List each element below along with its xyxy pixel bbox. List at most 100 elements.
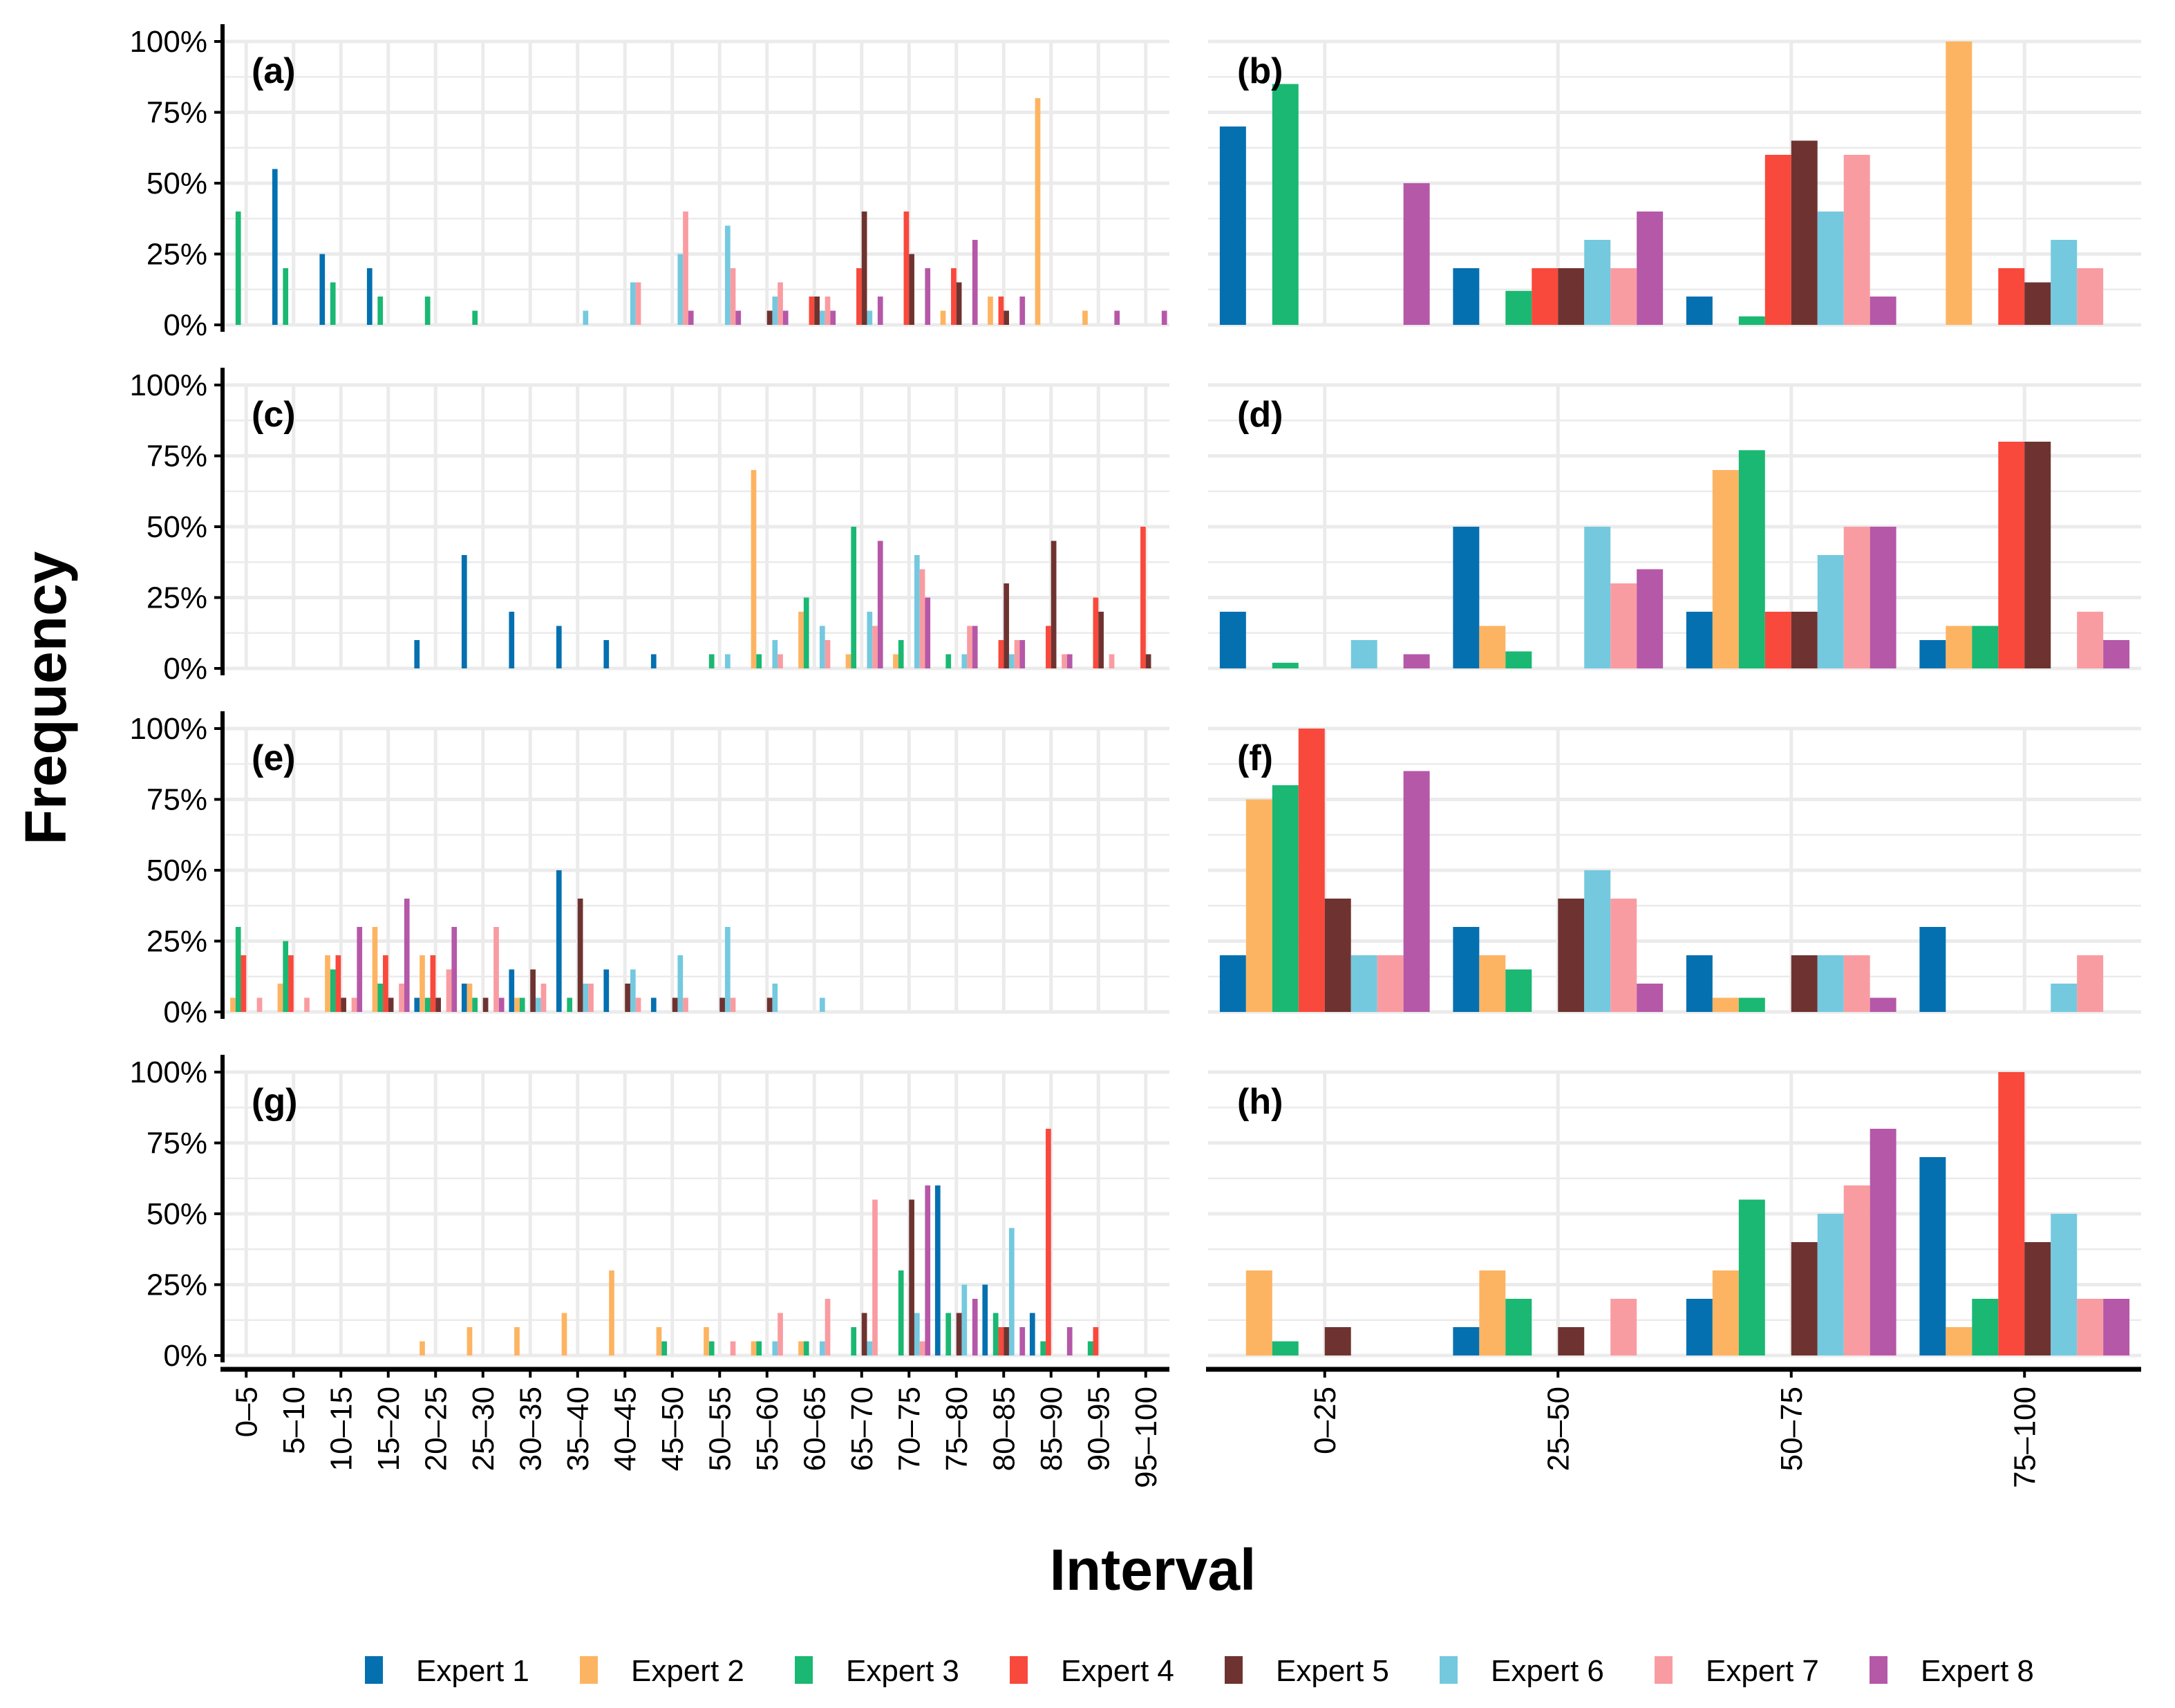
- bar-e-expert-1-7: [556, 870, 562, 1012]
- bar-g-expert-5-16: [1004, 1327, 1009, 1355]
- bar-f-expert-6-3: [2051, 984, 2078, 1012]
- bar-b-expert-7-2: [1843, 155, 1870, 325]
- bar-f-expert-8-2: [1870, 997, 1896, 1012]
- panels: 0% 25% 50% 75% 100% (a) (b) 0% 25% 50% 75% 100% (c) (…: [129, 24, 2141, 1378]
- bar-c-expert-6-10: [724, 654, 731, 668]
- y-tick-label: 100%: [129, 368, 207, 402]
- legend-swatch: [1010, 1656, 1028, 1684]
- bar-g-expert-3-11: [756, 1341, 762, 1355]
- bar-f-expert-5-2: [1791, 955, 1818, 1012]
- bar-e-expert-3-5: [472, 997, 478, 1012]
- bar-e-expert-7-5: [493, 927, 499, 1012]
- bar-f-expert-4-0: [1298, 729, 1325, 1012]
- bar-h-expert-7-3: [2077, 1299, 2104, 1355]
- bar-c-expert-4-17: [1046, 626, 1051, 668]
- x-tick-label: 65–70: [845, 1387, 879, 1471]
- bar-f-expert-1-1: [1453, 927, 1480, 1012]
- x-tick-label: 25–50: [1541, 1387, 1575, 1471]
- legend-item-7: Expert 7: [1655, 1654, 1819, 1688]
- bar-f-expert-8-1: [1637, 984, 1664, 1012]
- bar-b-expert-1-2: [1686, 297, 1713, 325]
- x-tick-label: 5–10: [277, 1387, 311, 1454]
- legend-label: Expert 7: [1706, 1654, 1819, 1688]
- bar-c-expert-8-14: [925, 597, 931, 668]
- bar-d-expert-8-0: [1403, 654, 1430, 668]
- bar-c-expert-1-7: [556, 626, 562, 668]
- bar-b-expert-2-3: [1946, 41, 1972, 325]
- bar-g-expert-2-6: [514, 1327, 520, 1355]
- y-tick-label: 25%: [147, 238, 207, 272]
- bar-g-expert-3-14: [898, 1270, 904, 1355]
- legend-label: Expert 4: [1061, 1654, 1174, 1688]
- panel-label-g: (g): [252, 1082, 297, 1122]
- bar-h-expert-3-3: [1972, 1299, 1999, 1355]
- x-tick-label: 45–50: [656, 1387, 690, 1471]
- bar-f-expert-5-1: [1558, 899, 1585, 1012]
- bar-e-expert-1-6: [509, 969, 515, 1012]
- bar-e-expert-5-10: [719, 997, 725, 1012]
- bar-b-expert-5-1: [1558, 268, 1585, 325]
- bar-c-expert-8-17: [1066, 654, 1073, 668]
- bar-d-expert-1-0: [1219, 612, 1246, 668]
- bar-e-expert-5-8: [625, 984, 630, 1012]
- bar-e-expert-6-12: [819, 997, 825, 1012]
- bar-e-expert-3-6: [519, 997, 525, 1012]
- bar-a-expert-8-15: [972, 240, 978, 325]
- bar-g-expert-2-12: [798, 1341, 804, 1355]
- bar-c-expert-6-11: [772, 640, 778, 668]
- bar-g-expert-2-7: [561, 1313, 567, 1355]
- bar-a-expert-3-0: [235, 212, 241, 325]
- bar-e-expert-5-5: [482, 997, 489, 1012]
- legend-swatch: [1870, 1656, 1887, 1684]
- bar-a-expert-4-15: [951, 268, 957, 325]
- bar-a-expert-3-4: [424, 297, 431, 325]
- bar-e-expert-2-3: [372, 927, 378, 1012]
- bar-e-expert-4-4: [430, 955, 436, 1012]
- bar-a-expert-4-13: [856, 268, 862, 325]
- bar-g-expert-3-16: [992, 1313, 999, 1355]
- bar-a-expert-8-11: [782, 310, 789, 325]
- bar-g-expert-7-10: [730, 1341, 736, 1355]
- bar-g-expert-4-16: [998, 1327, 1004, 1355]
- bar-b-expert-7-1: [1610, 268, 1637, 325]
- bar-e-expert-7-2: [351, 997, 357, 1012]
- bar-g-expert-6-15: [961, 1284, 968, 1355]
- bar-h-expert-5-1: [1558, 1327, 1585, 1355]
- x-tick-label: 35–40: [561, 1387, 595, 1471]
- bar-h-expert-6-3: [2051, 1214, 2078, 1355]
- bar-c-expert-5-19: [1145, 654, 1151, 668]
- bar-h-expert-2-2: [1712, 1270, 1739, 1355]
- bar-a-expert-6-12: [819, 310, 825, 325]
- bar-c-expert-7-13: [872, 626, 878, 668]
- bar-e-expert-3-4: [424, 997, 431, 1012]
- x-axis-title: Interval: [1050, 1537, 1256, 1602]
- bar-d-expert-7-3: [2077, 612, 2104, 668]
- bar-f-expert-3-1: [1505, 969, 1532, 1012]
- bar-d-expert-8-1: [1637, 569, 1664, 668]
- bar-e-expert-3-3: [377, 984, 384, 1012]
- panel-label-d: (d): [1237, 395, 1283, 435]
- bar-e-expert-4-0: [241, 955, 247, 1012]
- panel-b: (b): [1208, 39, 2141, 327]
- bar-e-expert-7-7: [588, 984, 594, 1012]
- y-axis-title: Frequency: [13, 551, 78, 845]
- bar-c-expert-1-8: [603, 640, 610, 668]
- x-tick-label: 70–75: [892, 1387, 926, 1471]
- bar-b-expert-6-1: [1584, 240, 1611, 325]
- bar-g-expert-6-16: [1008, 1228, 1015, 1355]
- y-tick-label: 50%: [147, 510, 207, 544]
- bar-g-expert-3-9: [661, 1341, 668, 1355]
- x-tick-label: 10–15: [324, 1387, 358, 1471]
- bar-e-expert-1-8: [603, 969, 610, 1012]
- bar-a-expert-6-8: [630, 282, 636, 325]
- bar-f-expert-5-0: [1324, 899, 1351, 1012]
- y-tick-label: 100%: [129, 1055, 207, 1089]
- bar-a-expert-6-9: [677, 254, 684, 325]
- bar-c-expert-6-15: [961, 654, 968, 668]
- bar-e-expert-8-3: [404, 899, 410, 1012]
- bar-c-expert-3-15: [945, 654, 952, 668]
- bar-g-expert-1-17: [1029, 1313, 1035, 1355]
- bar-d-expert-3-1: [1505, 651, 1532, 668]
- bar-a-expert-7-8: [635, 282, 641, 325]
